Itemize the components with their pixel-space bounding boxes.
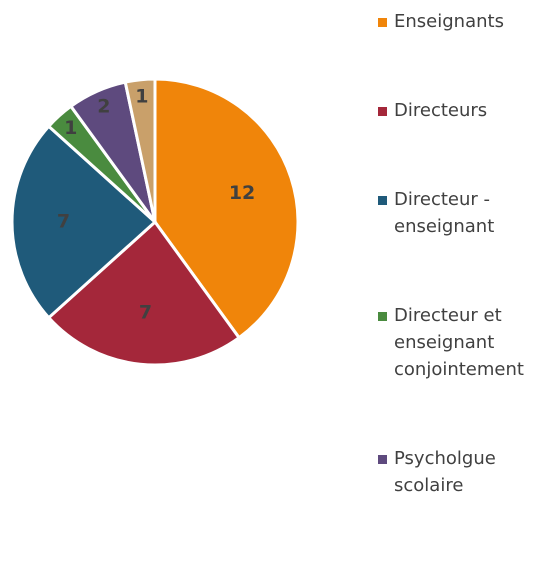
data-label: 7 bbox=[139, 302, 152, 324]
legend-item: Directeurs bbox=[378, 97, 546, 124]
legend-swatch bbox=[378, 196, 387, 205]
legend-item: Enseignants bbox=[378, 8, 546, 35]
legend-swatch bbox=[378, 18, 387, 27]
legend-swatch bbox=[378, 455, 387, 464]
pie-slice bbox=[123, 77, 157, 223]
data-label: 1 bbox=[135, 85, 148, 107]
legend-label: Psycholgue scolaire bbox=[394, 448, 496, 496]
legend-label: Directeurs bbox=[394, 100, 488, 121]
data-label: 12 bbox=[229, 182, 255, 204]
legend-item: Directeur et enseignant conjointement bbox=[378, 302, 546, 383]
data-label: 1 bbox=[64, 117, 77, 139]
legend-swatch bbox=[378, 312, 387, 321]
legend-label: Directeur et enseignant conjointement bbox=[394, 305, 524, 380]
page: {"chart_data": {"type": "pie", "categori… bbox=[10, 11, 524, 496]
data-label: 2 bbox=[97, 96, 110, 118]
legend-item: Psycholgue scolaire bbox=[378, 445, 546, 499]
legend: Enseignants Directeurs Directeur - enseign… bbox=[378, 8, 546, 561]
legend-label: Enseignants bbox=[394, 11, 504, 32]
pie-slice bbox=[10, 124, 158, 320]
data-label: 7 bbox=[57, 211, 70, 233]
legend-label: Directeur - enseignant bbox=[394, 189, 495, 237]
pie-slice bbox=[153, 77, 300, 340]
pie-slice bbox=[46, 219, 242, 367]
legend-swatch bbox=[378, 107, 387, 116]
legend-item: Directeur - enseignant bbox=[378, 186, 546, 240]
